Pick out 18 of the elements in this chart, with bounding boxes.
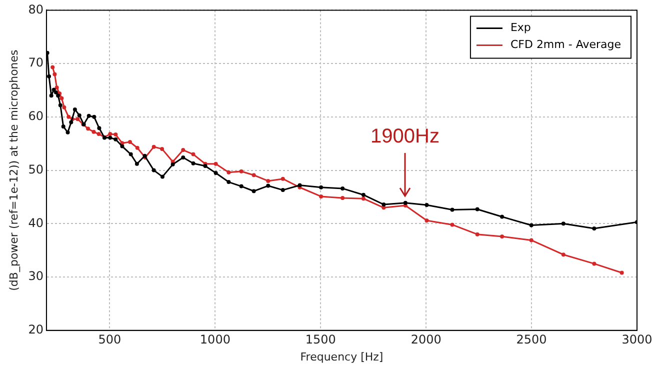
x-tick-label: 2000 (410, 332, 442, 347)
y-tick-label: 60 (28, 109, 44, 124)
y-axis-title: (dB_power (ref=1e-12)) at the microphones (7, 49, 20, 291)
y-tick-label: 70 (28, 56, 44, 70)
x-tick-label: 1500 (305, 332, 336, 347)
y-tick-label: 50 (28, 162, 44, 176)
y-tick-label: 30 (28, 269, 44, 284)
y-tick-label: 80 (28, 2, 44, 16)
x-tick-label: 3000 (622, 332, 652, 347)
x-tick-label: 500 (98, 332, 122, 347)
y-tick-label: 20 (28, 322, 44, 337)
legend-label: Exp (510, 21, 531, 34)
x-tick-label: 2500 (516, 332, 547, 347)
legend-label: CFD 2mm - Average (510, 38, 622, 52)
x-tick-label: 1000 (200, 332, 230, 347)
x-axis-title: Frequency [Hz] (300, 350, 384, 364)
annotation: 1900Hz (370, 126, 440, 148)
y-tick-label: 40 (28, 216, 44, 230)
